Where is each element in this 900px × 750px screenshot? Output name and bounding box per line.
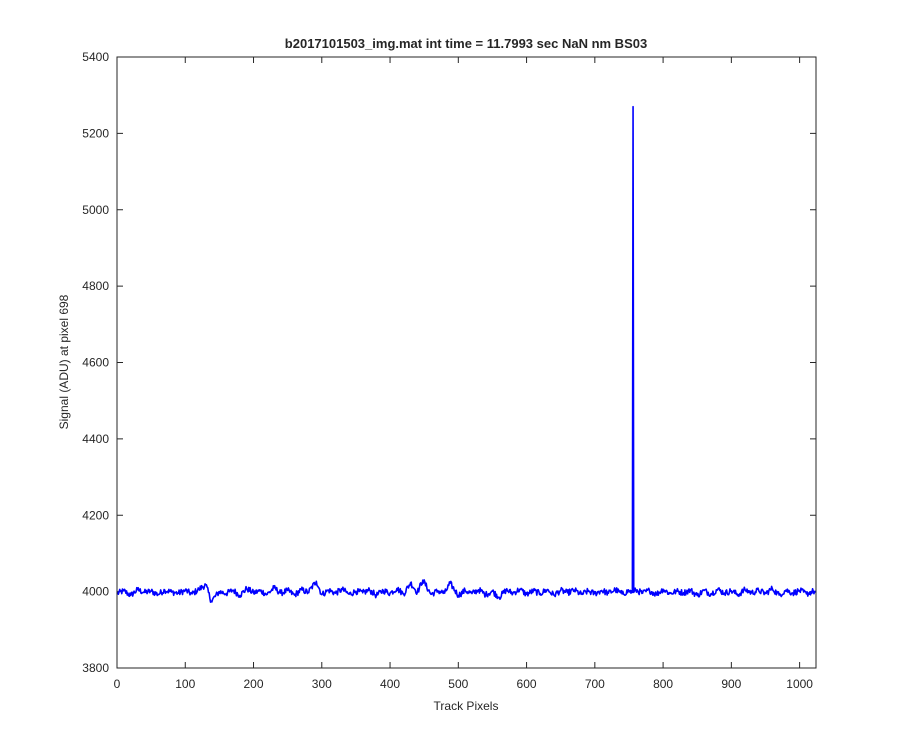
y-axis-label: Signal (ADU) at pixel 698 <box>57 294 71 429</box>
y-tick-label: 4600 <box>82 356 109 370</box>
y-tick-label: 4000 <box>82 585 109 599</box>
x-tick-label: 800 <box>653 677 673 691</box>
y-tick-label: 4800 <box>82 279 109 293</box>
x-tick-label: 600 <box>517 677 537 691</box>
y-tick-label: 4200 <box>82 508 109 522</box>
y-tick-label: 4400 <box>82 432 109 446</box>
x-tick-label: 1000 <box>786 677 813 691</box>
y-tick-label: 5000 <box>82 203 109 217</box>
x-tick-label: 400 <box>380 677 400 691</box>
y-tick-label: 3800 <box>82 661 109 675</box>
ticks-layer: 0 100 200 300 400 500 600 700 800 900 1000 3800 4000… <box>82 50 816 691</box>
chart-title: b2017101503_img.mat int time = 11.7993 s… <box>285 36 647 51</box>
x-tick-label: 300 <box>312 677 332 691</box>
y-tick-label: 5400 <box>82 50 109 64</box>
x-tick-label: 0 <box>114 677 121 691</box>
plot-area-frame <box>116 56 817 669</box>
x-tick-label: 700 <box>585 677 605 691</box>
series-layer <box>116 105 817 603</box>
x-axis-label: Track Pixels <box>434 699 499 713</box>
signal-line <box>116 105 817 603</box>
x-tick-label: 900 <box>721 677 741 691</box>
y-tick-label: 5200 <box>82 126 109 140</box>
x-tick-label: 200 <box>244 677 264 691</box>
x-tick-label: 500 <box>448 677 468 691</box>
x-tick-label: 100 <box>175 677 195 691</box>
